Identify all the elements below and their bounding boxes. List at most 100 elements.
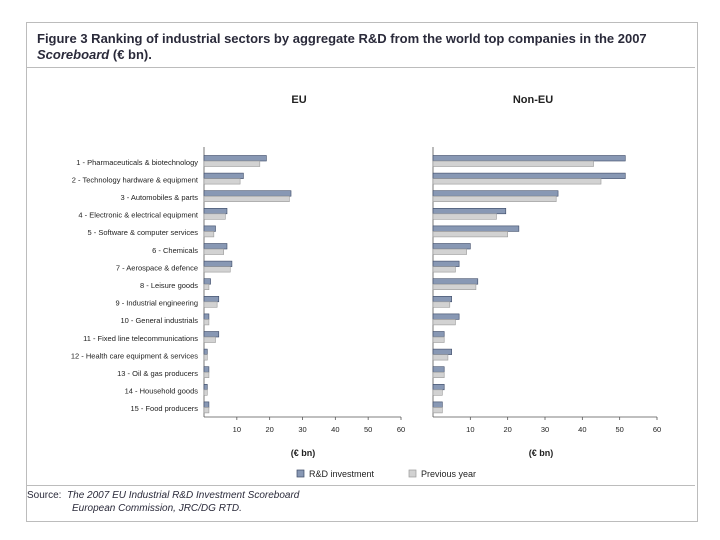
eu-bar-rd-investment-2 bbox=[203, 172, 244, 179]
category-label-15: 15 - Food producers bbox=[130, 404, 198, 413]
eu-x-tick-label-30: 30 bbox=[298, 425, 306, 434]
category-label-6: 6 - Chemicals bbox=[152, 246, 198, 255]
source-note: Source: The 2007 EU Industrial R&D Inves… bbox=[27, 489, 299, 515]
legend-label-previous-year: Previous year bbox=[421, 469, 476, 479]
eu-x-tick-label-10: 10 bbox=[233, 425, 241, 434]
eu-bar-rd-investment-1 bbox=[203, 155, 267, 162]
eu-x-tick-label-60: 60 bbox=[397, 425, 405, 434]
source-line-1: Source: The 2007 EU Industrial R&D Inves… bbox=[27, 489, 299, 502]
category-label-10: 10 - General industrials bbox=[120, 316, 198, 325]
non-eu-bar-rd-investment-13 bbox=[432, 366, 445, 373]
eu-bar-previous-year-15 bbox=[203, 407, 210, 414]
eu-x-tick-label-20: 20 bbox=[265, 425, 273, 434]
category-label-8: 8 - Leisure goods bbox=[140, 281, 198, 290]
non-eu-bar-rd-investment-5 bbox=[432, 225, 520, 232]
eu-bar-rd-investment-4 bbox=[203, 208, 228, 215]
category-label-3: 3 - Automobiles & parts bbox=[120, 193, 198, 202]
non-eu-bar-previous-year-13 bbox=[432, 371, 445, 379]
figure-title: Figure 3 Ranking of industrial sectors b… bbox=[37, 31, 687, 63]
legend-label-rd-investment: R&D investment bbox=[309, 469, 375, 479]
non-eu-bar-previous-year-1 bbox=[432, 160, 594, 167]
eu-bar-rd-investment-6 bbox=[203, 243, 228, 250]
eu-x-axis-label: (€ bn) bbox=[291, 448, 316, 458]
title-scoreboard-italic: Scoreboard bbox=[37, 47, 110, 62]
eu-bar-rd-investment-10 bbox=[203, 313, 210, 320]
non-eu-bar-rd-investment-14 bbox=[432, 383, 445, 391]
eu-bar-rd-investment-3 bbox=[203, 190, 292, 197]
category-label-14: 14 - Household goods bbox=[125, 387, 199, 396]
non-eu-bar-previous-year-2 bbox=[432, 178, 602, 185]
non-eu-x-tick-label-10: 10 bbox=[466, 425, 474, 434]
category-label-13: 13 - Oil & gas producers bbox=[117, 369, 198, 378]
eu-bar-rd-investment-13 bbox=[203, 366, 210, 373]
source-line-2: European Commission, JRC/DG RTD. bbox=[72, 503, 242, 514]
eu-x-tick-label-50: 50 bbox=[364, 425, 372, 434]
category-label-11: 11 - Fixed line telecommunications bbox=[83, 334, 198, 343]
eu-bar-rd-investment-7 bbox=[203, 260, 233, 267]
non-eu-bar-rd-investment-9 bbox=[432, 296, 452, 303]
eu-bar-previous-year-3 bbox=[203, 195, 290, 202]
eu-bar-previous-year-8 bbox=[203, 283, 210, 290]
eu-bar-rd-investment-14 bbox=[203, 383, 208, 391]
non-eu-bar-rd-investment-11 bbox=[432, 331, 445, 338]
category-label-12: 12 - Health care equipment & services bbox=[71, 351, 198, 360]
non-eu-x-tick-label-20: 20 bbox=[503, 425, 511, 434]
eu-bar-previous-year-5 bbox=[203, 231, 215, 238]
category-label-9: 9 - Industrial engineering bbox=[115, 299, 198, 308]
non-eu-x-tick-label-50: 50 bbox=[615, 425, 623, 434]
non-eu-bar-previous-year-4 bbox=[432, 213, 497, 220]
non-eu-bar-rd-investment-6 bbox=[432, 243, 471, 250]
title-line-2: Scoreboard (€ bn). bbox=[37, 47, 687, 63]
eu-bar-previous-year-14 bbox=[203, 389, 208, 396]
eu-bar-previous-year-1 bbox=[203, 160, 261, 167]
legend-swatch-rd-investment bbox=[296, 469, 305, 478]
non-eu-x-axis-label: (€ bn) bbox=[529, 448, 554, 458]
eu-bar-previous-year-10 bbox=[203, 319, 210, 326]
legend-swatch-previous-year bbox=[408, 469, 417, 478]
title-unit: (€ bn). bbox=[109, 47, 152, 62]
eu-bar-rd-investment-8 bbox=[203, 278, 211, 285]
eu-bar-rd-investment-12 bbox=[203, 348, 208, 355]
title-line-1: Figure 3 Ranking of industrial sectors b… bbox=[37, 31, 647, 46]
non-eu-bar-rd-investment-12 bbox=[432, 348, 452, 355]
eu-bar-previous-year-11 bbox=[203, 336, 216, 343]
non-eu-bar-rd-investment-7 bbox=[432, 260, 460, 267]
eu-bar-previous-year-6 bbox=[203, 248, 225, 255]
chart-box: 1 - Pharmaceuticals & biotechnology 2 - T… bbox=[27, 67, 695, 486]
category-label-1: 1 - Pharmaceuticals & biotechnology bbox=[76, 158, 198, 167]
non-eu-bar-previous-year-15 bbox=[432, 407, 443, 414]
eu-bar-previous-year-2 bbox=[203, 178, 241, 185]
eu-bar-previous-year-7 bbox=[203, 266, 231, 273]
source-label: Source: bbox=[27, 490, 62, 501]
eu-bar-rd-investment-9 bbox=[203, 296, 220, 303]
non-eu-bar-previous-year-10 bbox=[432, 319, 456, 326]
non-eu-bar-rd-investment-3 bbox=[432, 190, 559, 197]
non-eu-bar-previous-year-8 bbox=[432, 283, 477, 290]
eu-bar-rd-investment-15 bbox=[203, 401, 210, 408]
non-eu-bar-previous-year-6 bbox=[432, 248, 467, 255]
non-eu-bar-previous-year-5 bbox=[432, 231, 508, 238]
figure-frame: Figure 3 Ranking of industrial sectors b… bbox=[26, 22, 698, 522]
eu-bar-previous-year-12 bbox=[203, 354, 208, 361]
non-eu-bar-previous-year-9 bbox=[432, 301, 451, 308]
non-eu-bar-rd-investment-8 bbox=[432, 278, 479, 285]
chart-svg: 1 - Pharmaceuticals & biotechnology 2 - T… bbox=[71, 94, 661, 479]
non-eu-bar-previous-year-14 bbox=[432, 389, 443, 396]
eu-bar-rd-investment-5 bbox=[203, 225, 216, 232]
category-label-2: 2 - Technology hardware & equipment bbox=[72, 175, 199, 184]
non-eu-panel-title: Non-EU bbox=[513, 94, 553, 106]
non-eu-bar-rd-investment-15 bbox=[432, 401, 443, 408]
non-eu-x-tick-label-30: 30 bbox=[541, 425, 549, 434]
category-label-7: 7 - Aerospace & defence bbox=[116, 263, 198, 272]
non-eu-bar-rd-investment-2 bbox=[432, 172, 626, 179]
eu-bar-previous-year-9 bbox=[203, 301, 218, 308]
eu-panel-title: EU bbox=[291, 94, 306, 106]
eu-bar-previous-year-13 bbox=[203, 371, 210, 379]
non-eu-bar-rd-investment-10 bbox=[432, 313, 460, 320]
non-eu-x-tick-label-40: 40 bbox=[578, 425, 586, 434]
title-box: Figure 3 Ranking of industrial sectors b… bbox=[27, 23, 695, 68]
eu-bar-previous-year-4 bbox=[203, 213, 226, 220]
non-eu-bar-previous-year-11 bbox=[432, 336, 445, 343]
non-eu-bar-previous-year-7 bbox=[432, 266, 456, 273]
source-text-1: The 2007 EU Industrial R&D Investment Sc… bbox=[67, 490, 300, 501]
